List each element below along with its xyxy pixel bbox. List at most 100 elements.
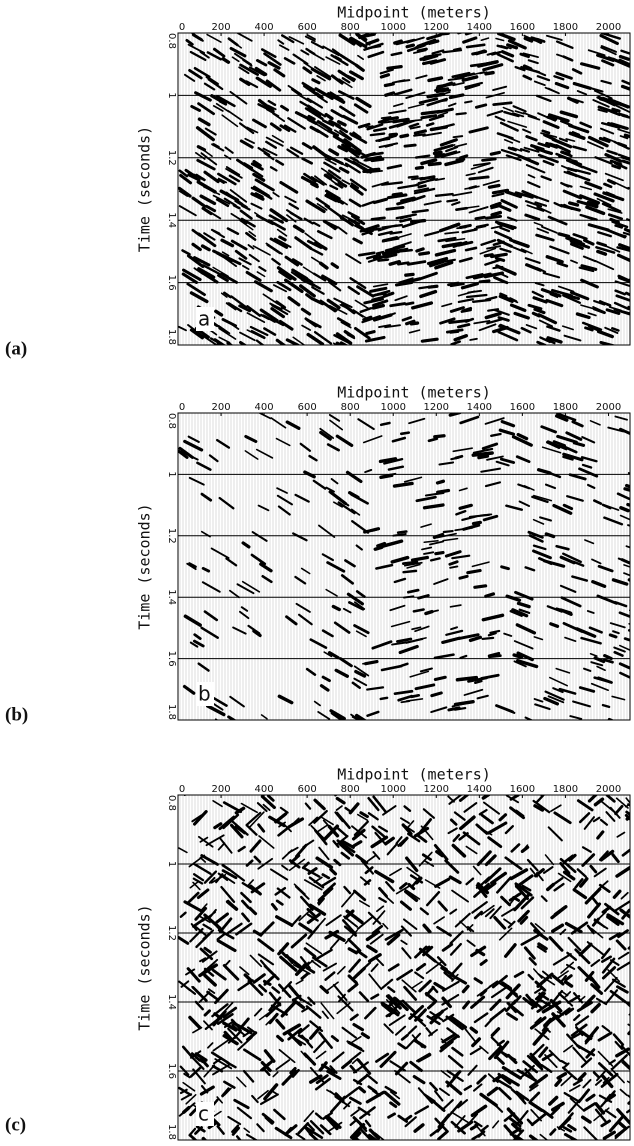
- wiggle: [492, 101, 513, 107]
- wiggle: [551, 974, 565, 986]
- wiggle: [269, 237, 289, 249]
- wiggle: [570, 1023, 588, 1037]
- wiggle: [262, 293, 279, 305]
- wiggle: [206, 990, 220, 1002]
- x-tick-label: 1000: [381, 22, 406, 33]
- wiggle: [562, 452, 584, 462]
- wiggle: [294, 885, 310, 900]
- wiggle: [367, 1085, 378, 1093]
- wiggle: [597, 1050, 614, 1067]
- wiggle: [317, 824, 329, 833]
- wiggle: [523, 36, 534, 43]
- wiggle: [437, 1129, 449, 1140]
- wiggle: [448, 413, 462, 417]
- wiggle: [299, 100, 315, 111]
- wiggle: [461, 306, 473, 313]
- wiggle: [486, 51, 497, 56]
- wiggle: [579, 213, 598, 221]
- wiggle: [181, 268, 202, 282]
- wiggle: [388, 1000, 403, 1018]
- y-tick-label: 1.2: [166, 150, 177, 166]
- wiggle: [535, 871, 544, 882]
- wiggle: [508, 238, 526, 247]
- wiggle: [305, 667, 317, 676]
- wiggle: [324, 204, 342, 218]
- wiggle: [406, 866, 421, 878]
- wiggle: [336, 317, 351, 327]
- wiggle: [514, 590, 534, 601]
- wiggle: [346, 592, 364, 606]
- wiggle: [386, 1001, 395, 1009]
- wiggle: [232, 204, 241, 210]
- wiggle: [587, 223, 610, 232]
- wiggle: [410, 555, 429, 562]
- wiggle: [316, 230, 333, 240]
- wiggle: [527, 181, 541, 189]
- wiggle: [336, 1002, 351, 1015]
- wiggle: [591, 558, 602, 565]
- wiggle: [223, 1080, 236, 1089]
- wiggle: [265, 140, 278, 149]
- wiggle: [181, 272, 198, 284]
- wiggle: [503, 918, 512, 925]
- wiggle: [499, 982, 518, 996]
- wiggle: [338, 993, 346, 1003]
- wiggle: [515, 1110, 529, 1127]
- wiggle: [600, 800, 616, 813]
- wiggle: [371, 303, 386, 310]
- x-tick-label: 1000: [381, 784, 406, 795]
- wiggle: [619, 514, 630, 521]
- wiggle: [400, 939, 408, 946]
- plot-frame: [177, 794, 631, 1141]
- wiggle: [480, 813, 494, 825]
- wiggle: [294, 493, 310, 503]
- wiggle: [524, 566, 536, 572]
- wiggle: [601, 703, 611, 709]
- wiggle: [519, 52, 530, 59]
- wiggle: [218, 815, 236, 831]
- wiggle: [239, 331, 256, 342]
- wiggle: [601, 202, 622, 213]
- wiggle: [540, 895, 548, 903]
- wiggle: [224, 146, 234, 154]
- wiggle: [212, 1063, 231, 1076]
- wiggle: [321, 553, 335, 562]
- wiggle: [193, 633, 202, 640]
- wiggle: [558, 137, 568, 143]
- wiggle: [198, 835, 214, 848]
- wiggle: [585, 1048, 596, 1059]
- wiggle: [568, 853, 577, 862]
- wiggle: [597, 231, 612, 238]
- wiggle: [261, 575, 273, 584]
- wiggle: [409, 218, 427, 224]
- wiggle: [559, 584, 577, 593]
- wiggle: [605, 1093, 616, 1102]
- wiggle: [348, 198, 362, 208]
- wiggle: [332, 983, 348, 1002]
- wiggle: [257, 823, 266, 833]
- wiggle: [301, 142, 313, 150]
- wiggle: [593, 89, 613, 100]
- wiggle: [378, 825, 389, 833]
- wiggle: [227, 37, 243, 49]
- wiggle: [584, 181, 603, 190]
- wiggle: [579, 185, 593, 191]
- wiggle: [524, 213, 541, 221]
- wiggle: [361, 315, 382, 324]
- wiggle: [199, 856, 207, 863]
- wiggle: [348, 37, 362, 48]
- wiggle: [200, 244, 211, 252]
- wiggle: [539, 516, 552, 522]
- wiggle: [375, 957, 385, 967]
- wiggle: [221, 57, 231, 64]
- wiggle: [314, 175, 328, 186]
- wiggle: [387, 465, 405, 471]
- wiggle: [422, 54, 439, 62]
- wiggle: [580, 1030, 593, 1041]
- wiggle: [554, 81, 570, 90]
- wiggle: [249, 811, 265, 828]
- wiggle: [211, 143, 225, 152]
- wiggle: [422, 131, 442, 137]
- wiggle: [383, 1023, 394, 1034]
- wiggle: [529, 1073, 549, 1089]
